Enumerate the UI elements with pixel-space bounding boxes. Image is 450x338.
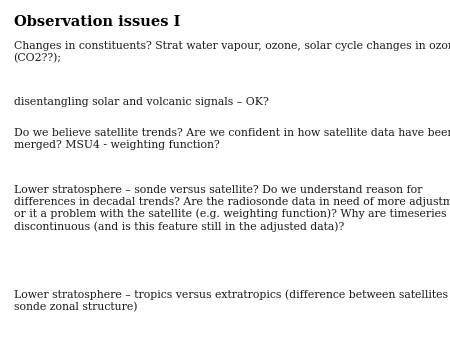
Text: Lower stratosphere – tropics versus extratropics (difference between satellites : Lower stratosphere – tropics versus extr… (14, 289, 450, 312)
Text: Do we believe satellite trends? Are we confident in how satellite data have been: Do we believe satellite trends? Are we c… (14, 128, 450, 150)
Text: Observation issues I: Observation issues I (14, 15, 180, 29)
Text: Lower stratosphere – sonde versus satellite? Do we understand reason for
differe: Lower stratosphere – sonde versus satell… (14, 185, 450, 232)
Text: Changes in constituents? Strat water vapour, ozone, solar cycle changes in ozone: Changes in constituents? Strat water vap… (14, 41, 450, 63)
Text: disentangling solar and volcanic signals – OK?: disentangling solar and volcanic signals… (14, 97, 268, 107)
